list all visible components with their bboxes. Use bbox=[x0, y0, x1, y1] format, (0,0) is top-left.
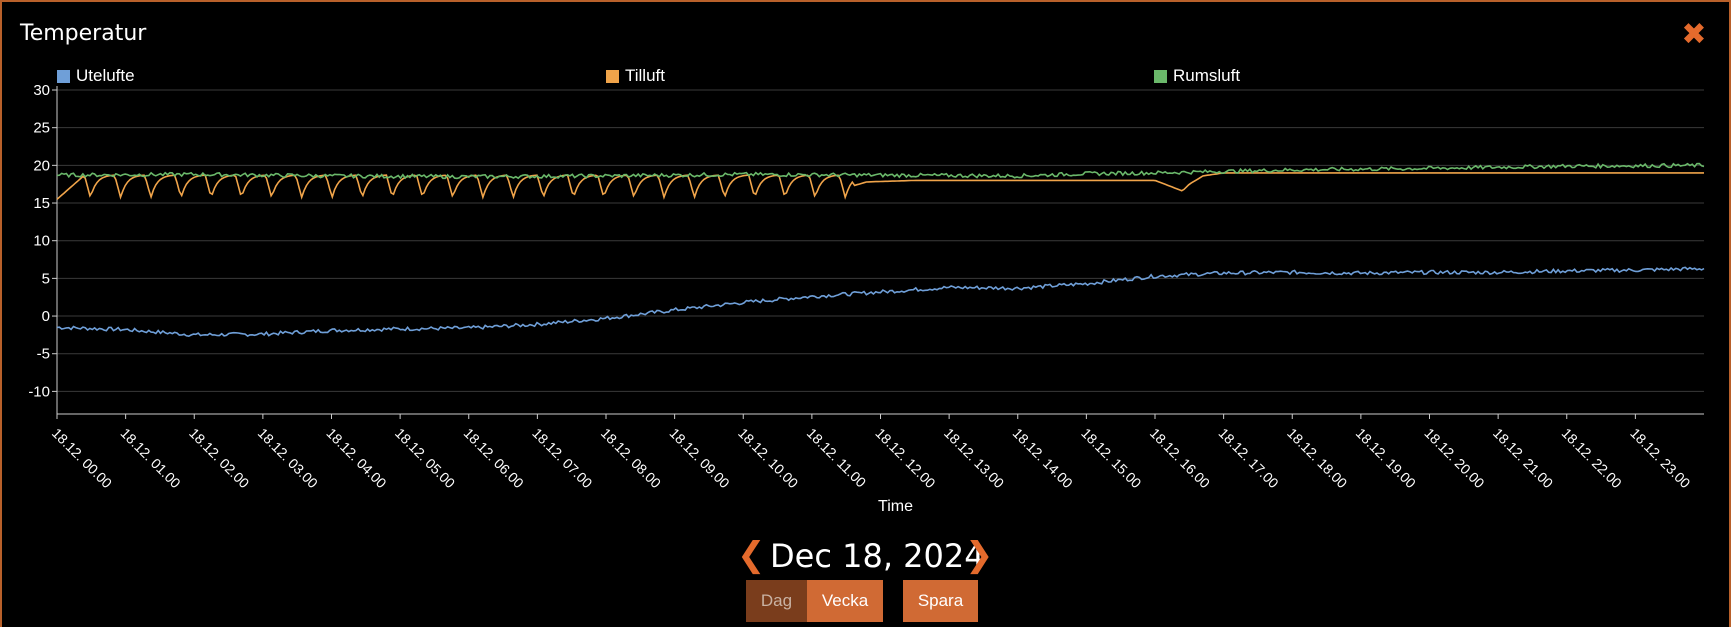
legend-item-rumsluft[interactable]: Rumsluft bbox=[1154, 66, 1240, 86]
x-tick-label: 18.12. 06.00 bbox=[461, 425, 528, 492]
legend-item-tilluft[interactable]: Tilluft bbox=[606, 66, 665, 86]
x-tick-label: 18.12. 08.00 bbox=[598, 425, 665, 492]
x-tick-label: 18.12. 07.00 bbox=[529, 425, 596, 492]
x-tick-label: 18.12. 03.00 bbox=[255, 425, 322, 492]
legend-label-utelufte: Utelufte bbox=[76, 66, 135, 85]
dialog-title: Temperatur bbox=[20, 21, 147, 46]
x-tick-label: 18.12. 01.00 bbox=[118, 425, 185, 492]
close-icon[interactable]: ✖ bbox=[1681, 18, 1707, 51]
selected-date: Dec 18, 2024 bbox=[770, 537, 985, 575]
temperature-line-chart: 30 25 20 15 10 5 0 -5 -10 18.12. 00.00 18.12. 01.0… bbox=[28, 82, 1705, 515]
x-tick-label: 18.12. 23.00 bbox=[1627, 425, 1694, 492]
y-tick-label: 5 bbox=[42, 270, 50, 287]
y-tick-label: 20 bbox=[33, 157, 50, 174]
week-button[interactable]: Vecka bbox=[807, 580, 883, 622]
legend-swatch-tilluft bbox=[606, 69, 619, 83]
x-tick-label: 18.12. 14.00 bbox=[1010, 425, 1077, 492]
legend-swatch-utelufte bbox=[57, 69, 70, 83]
x-tick-label: 18.12. 09.00 bbox=[667, 425, 734, 492]
legend-swatch-rumsluft bbox=[1154, 69, 1167, 83]
y-tick-label: 0 bbox=[42, 308, 50, 325]
y-tick-label: 10 bbox=[33, 233, 50, 250]
x-tick-label: 18.12. 11.00 bbox=[804, 425, 870, 491]
x-tick-label: 18.12. 17.00 bbox=[1216, 425, 1283, 492]
x-tick-label: 18.12. 16.00 bbox=[1147, 425, 1214, 492]
x-tick-label: 18.12. 10.00 bbox=[735, 425, 802, 492]
x-axis-label: Time bbox=[878, 498, 913, 515]
x-tick-label: 18.12. 00.00 bbox=[49, 425, 116, 492]
y-tick-label: 25 bbox=[33, 120, 50, 137]
x-tick-label: 18.12. 04.00 bbox=[323, 425, 390, 492]
save-button[interactable]: Spara bbox=[903, 580, 978, 622]
chevron-right-icon[interactable]: ❯ bbox=[965, 536, 994, 574]
y-tick-label: 15 bbox=[33, 195, 50, 212]
series-line-rumsluft bbox=[56, 162, 1705, 180]
x-tick-label: 18.12. 20.00 bbox=[1421, 425, 1488, 492]
x-tick-label: 18.12. 12.00 bbox=[872, 425, 939, 492]
x-tick-label: 18.12. 13.00 bbox=[941, 425, 1008, 492]
legend-label-tilluft: Tilluft bbox=[625, 66, 665, 85]
y-tick-label: -10 bbox=[28, 383, 50, 400]
x-tick-label: 18.12. 02.00 bbox=[186, 425, 253, 492]
y-tick-label: 30 bbox=[33, 82, 50, 99]
x-tick-label: 18.12. 19.00 bbox=[1353, 425, 1420, 492]
series-line-utelufte bbox=[56, 266, 1705, 338]
legend-label-rumsluft: Rumsluft bbox=[1173, 66, 1241, 85]
y-tick-label: -5 bbox=[37, 346, 50, 363]
legend-item-utelufte[interactable]: Utelufte bbox=[57, 66, 135, 86]
series-line-tilluft bbox=[56, 172, 1704, 200]
chevron-left-icon[interactable]: ❮ bbox=[737, 536, 766, 574]
x-tick-label: 18.12. 15.00 bbox=[1078, 425, 1145, 492]
x-tick-label: 18.12. 22.00 bbox=[1559, 425, 1626, 492]
day-button[interactable]: Dag bbox=[746, 580, 807, 622]
x-tick-label: 18.12. 05.00 bbox=[392, 425, 459, 492]
x-tick-label: 18.12. 18.00 bbox=[1284, 425, 1351, 492]
x-tick-label: 18.12. 21.00 bbox=[1490, 425, 1557, 492]
